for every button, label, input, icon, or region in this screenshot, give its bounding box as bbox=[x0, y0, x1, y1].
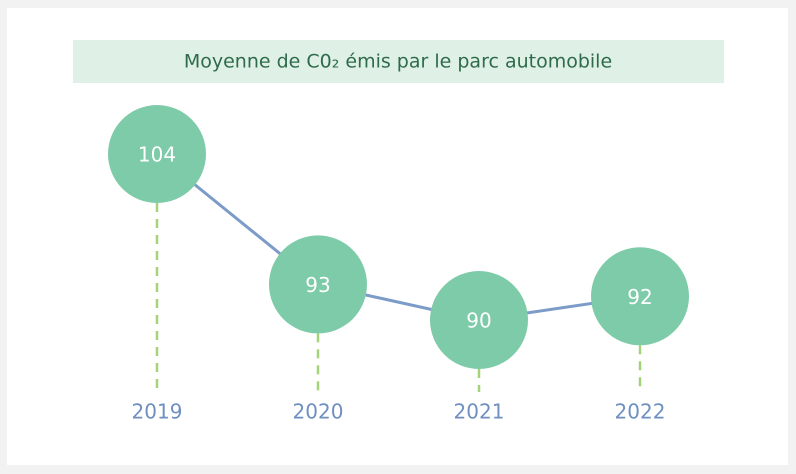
value-label: 93 bbox=[305, 273, 330, 297]
value-label: 104 bbox=[138, 143, 176, 167]
title-band bbox=[73, 40, 724, 83]
x-tick-label: 2021 bbox=[454, 400, 505, 424]
line bbox=[156, 152, 641, 322]
marker bbox=[430, 271, 528, 369]
marker bbox=[591, 247, 689, 346]
panel bbox=[7, 8, 788, 465]
chart-title: Moyenne de C0₂ émis par le parc automobi… bbox=[184, 51, 612, 73]
value-label: 90 bbox=[466, 309, 491, 333]
marker bbox=[269, 235, 367, 334]
x-tick-label: 2022 bbox=[615, 400, 666, 424]
marker bbox=[108, 105, 206, 203]
x-tick-label: 2019 bbox=[132, 400, 183, 424]
x-tick-label: 2020 bbox=[293, 400, 344, 424]
value-label: 92 bbox=[627, 285, 652, 309]
